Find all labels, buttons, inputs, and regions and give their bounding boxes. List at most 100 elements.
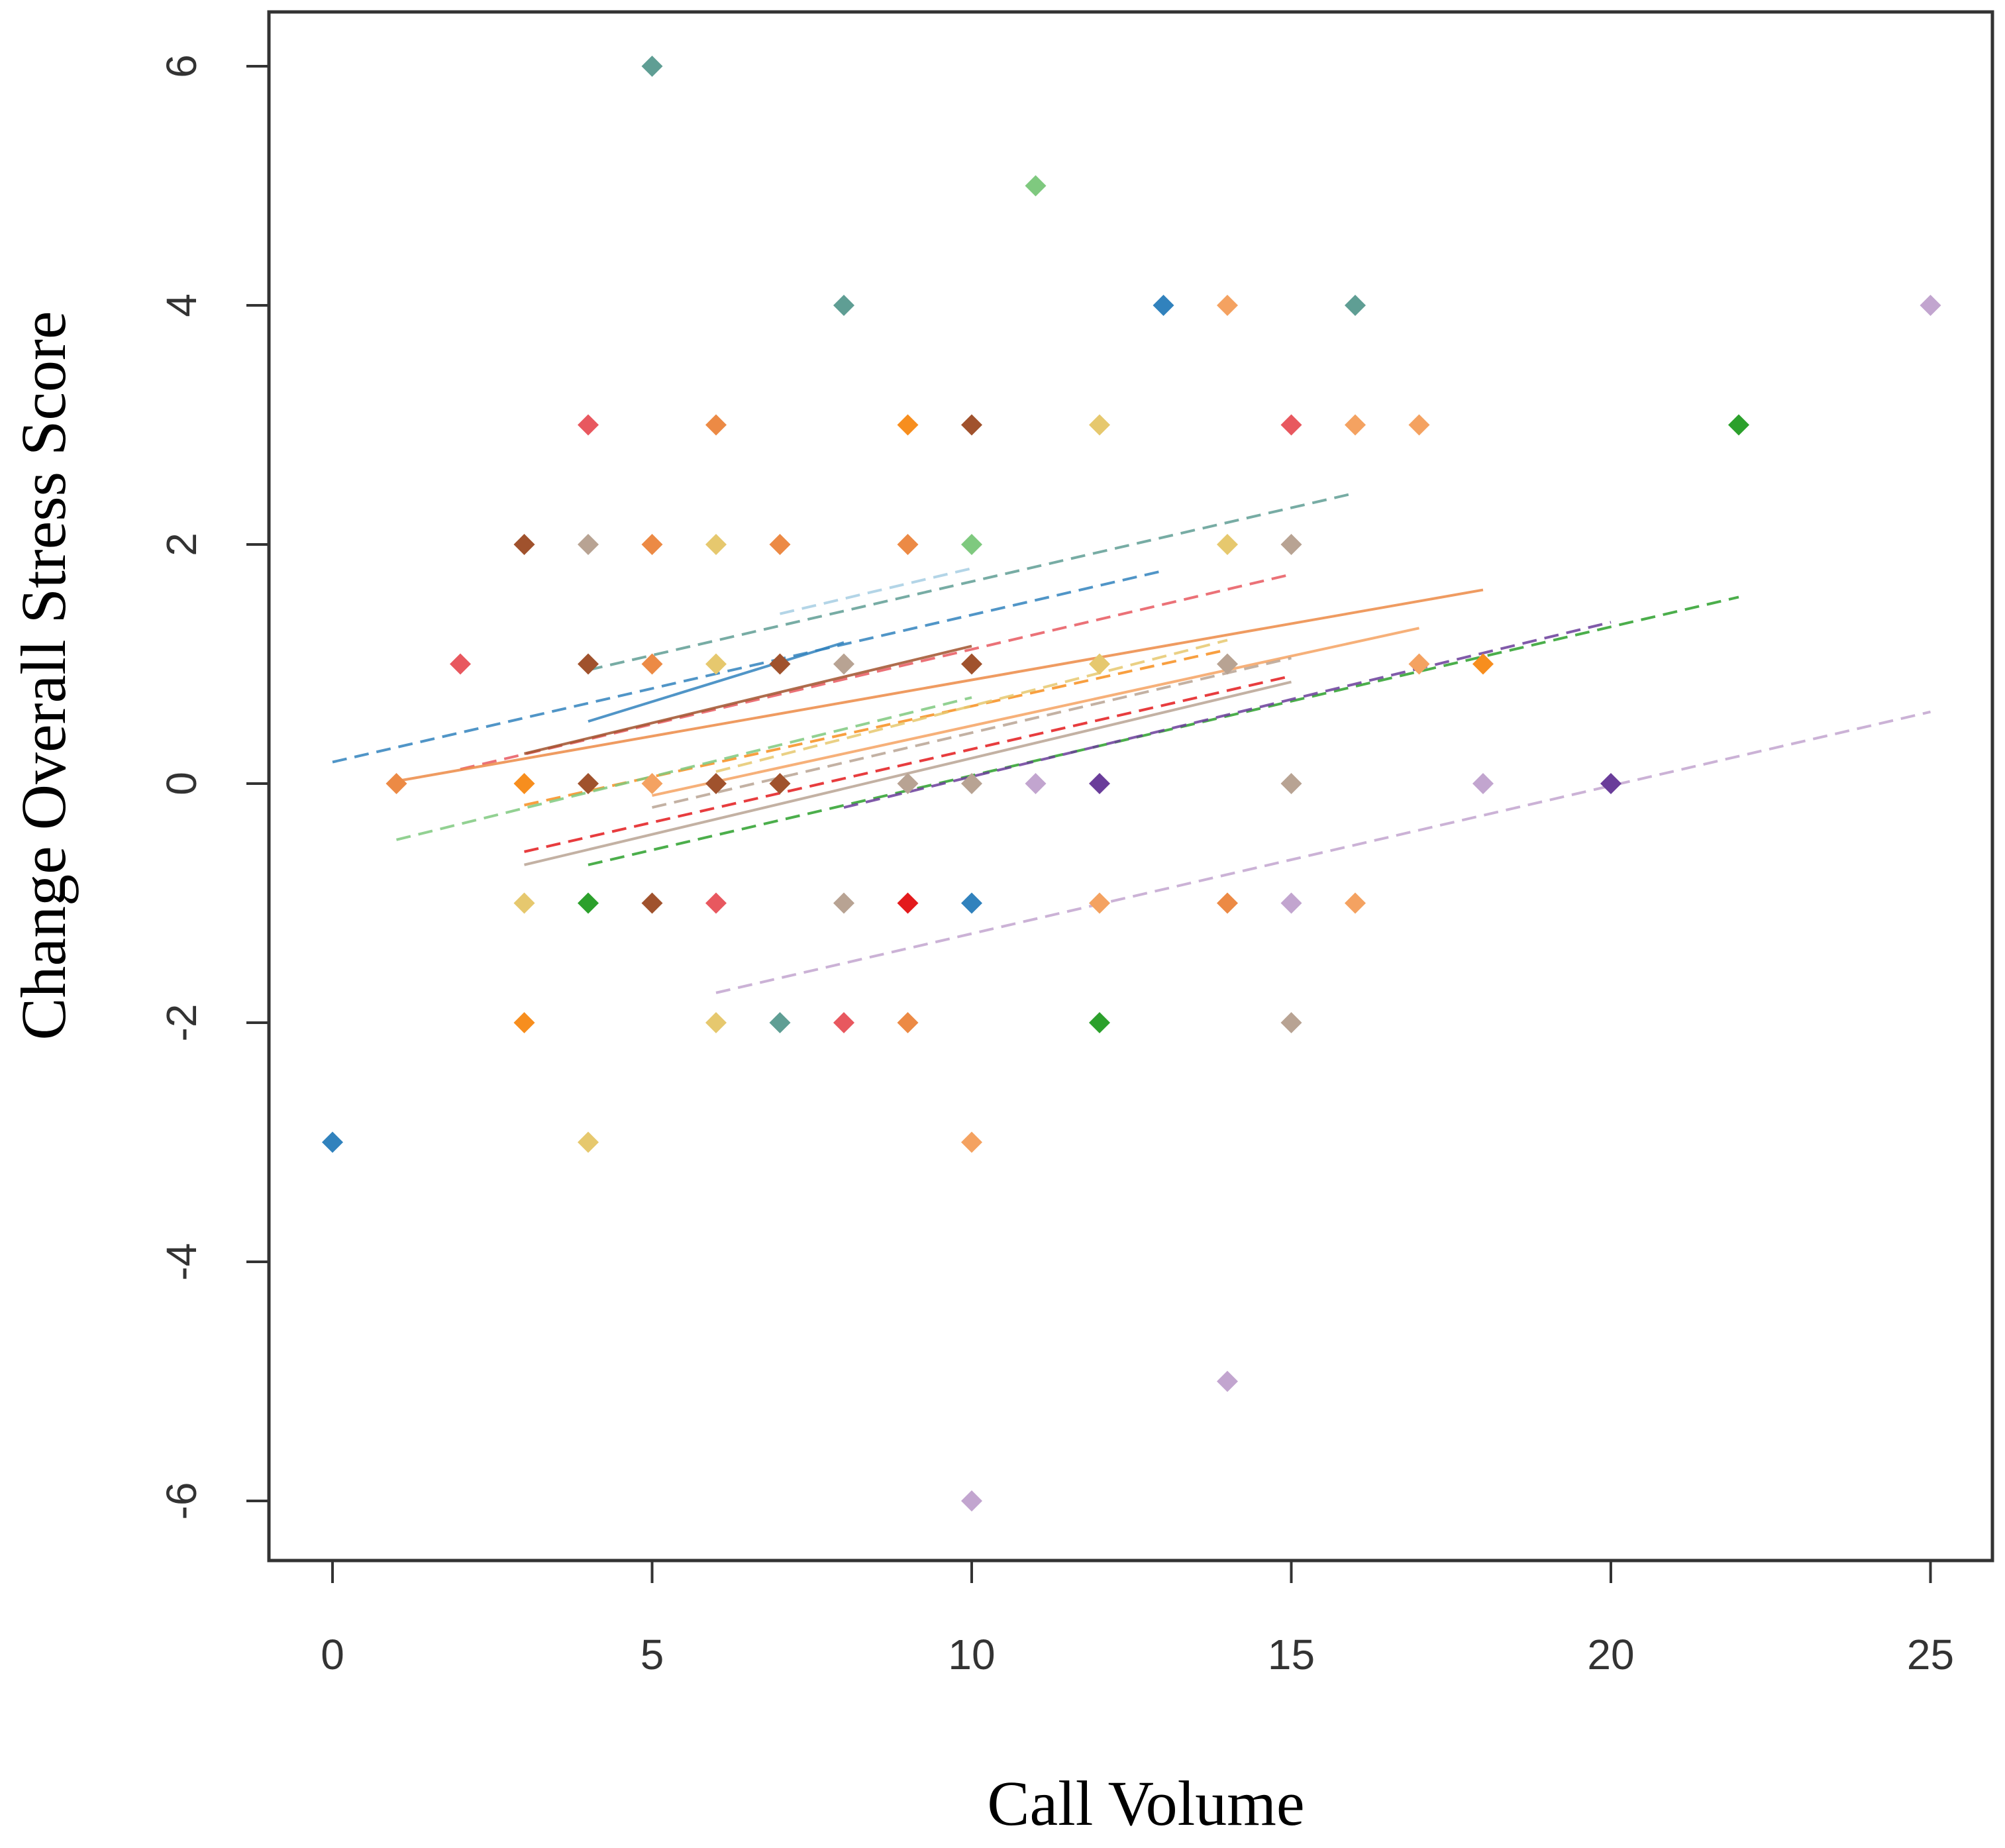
data-point-7	[1920, 295, 1941, 316]
data-point-50	[513, 892, 535, 914]
y-tick-label: 4	[158, 293, 205, 317]
data-point-55	[897, 892, 919, 914]
data-point-22	[897, 534, 919, 555]
data-point-38	[513, 773, 535, 794]
x-tick-label: 10	[948, 1631, 995, 1678]
data-point-69	[578, 1131, 599, 1153]
fit-line-9	[715, 639, 1228, 773]
x-tick-label: 0	[321, 1631, 344, 1678]
data-point-31	[833, 653, 854, 675]
data-point-43	[897, 773, 919, 794]
fit-line-11	[652, 627, 1419, 797]
data-point-63	[769, 1012, 791, 1033]
data-point-37	[386, 773, 407, 794]
y-tick-label: 2	[158, 533, 205, 556]
data-point-15	[1408, 414, 1430, 436]
x-tick-label: 20	[1587, 1631, 1634, 1678]
data-point-45	[1025, 773, 1047, 794]
fit-line-7	[396, 588, 1484, 783]
data-point-62	[705, 1012, 727, 1033]
data-point-58	[1217, 892, 1238, 914]
data-point-2	[1025, 175, 1047, 197]
data-point-12	[1089, 414, 1110, 436]
data-point-3	[833, 295, 854, 316]
data-point-4	[1153, 295, 1174, 316]
data-point-47	[1280, 773, 1302, 794]
y-tick-label: 0	[158, 772, 205, 796]
data-point-68	[322, 1131, 343, 1153]
data-point-20	[705, 534, 727, 555]
data-point-10	[897, 414, 919, 436]
data-point-61	[513, 1012, 535, 1033]
fit-line-1	[332, 569, 1164, 764]
data-point-41	[705, 773, 727, 794]
data-point-65	[897, 1012, 919, 1033]
x-tick-label: 5	[641, 1631, 664, 1678]
data-point-1	[641, 56, 663, 77]
data-point-8	[578, 414, 599, 436]
y-axis-title: Change Overall Stress Score	[8, 311, 79, 1040]
data-point-49	[1600, 773, 1621, 794]
data-point-24	[1217, 534, 1238, 555]
x-axis-title: Call Volume	[987, 1768, 1304, 1839]
data-point-35	[1408, 653, 1430, 675]
data-point-25	[1280, 534, 1302, 555]
data-point-33	[1089, 653, 1110, 675]
fit-line-6	[524, 644, 972, 755]
fit-line-16	[843, 621, 1612, 809]
data-point-44	[961, 773, 982, 794]
data-point-36	[1472, 653, 1494, 675]
fit-line-17	[715, 710, 1931, 994]
data-point-27	[578, 653, 599, 675]
fit-line-12	[652, 656, 1292, 809]
data-point-56	[961, 892, 982, 914]
data-point-18	[578, 534, 599, 555]
data-point-17	[513, 534, 535, 555]
plot-frame	[267, 10, 1994, 1563]
y-tick-label: -4	[158, 1243, 205, 1281]
fit-line-2	[588, 491, 1356, 672]
data-point-39	[578, 773, 599, 794]
y-tick-label: -6	[158, 1482, 205, 1520]
data-point-29	[705, 653, 727, 675]
y-tick-label: 6	[158, 54, 205, 78]
data-point-23	[961, 534, 982, 555]
fit-line-13	[524, 674, 1292, 853]
data-point-60	[1345, 892, 1366, 914]
data-point-57	[1089, 892, 1110, 914]
data-point-71	[1217, 1370, 1238, 1392]
data-point-66	[1089, 1012, 1110, 1033]
data-point-48	[1472, 773, 1494, 794]
data-point-53	[705, 892, 727, 914]
data-point-30	[769, 653, 791, 675]
data-points	[322, 56, 1941, 1512]
data-point-54	[833, 892, 854, 914]
data-point-59	[1280, 892, 1302, 914]
regression-lines	[332, 491, 1931, 994]
x-axis: 0 5 10 15 20 25	[321, 1561, 1954, 1678]
x-tick-label: 25	[1907, 1631, 1954, 1678]
data-point-51	[578, 892, 599, 914]
fit-line-3	[780, 567, 972, 615]
data-point-40	[641, 773, 663, 794]
data-point-72	[961, 1490, 982, 1512]
y-tick-label: -2	[158, 1004, 205, 1042]
data-point-5	[1217, 295, 1238, 316]
x-tick-label: 15	[1268, 1631, 1315, 1678]
fit-line-10	[396, 696, 972, 841]
data-point-32	[961, 653, 982, 675]
data-point-13	[1280, 414, 1302, 436]
data-point-26	[450, 653, 471, 675]
data-point-46	[1089, 773, 1110, 794]
data-point-52	[641, 892, 663, 914]
data-point-14	[1345, 414, 1366, 436]
data-point-34	[1217, 653, 1238, 675]
data-point-11	[961, 414, 982, 436]
y-axis: -6 -4 -2 0 2 4 6	[158, 54, 269, 1519]
data-point-28	[641, 653, 663, 675]
data-point-6	[1345, 295, 1366, 316]
data-point-16	[1728, 414, 1749, 436]
data-point-70	[961, 1131, 982, 1153]
data-point-67	[1280, 1012, 1302, 1033]
